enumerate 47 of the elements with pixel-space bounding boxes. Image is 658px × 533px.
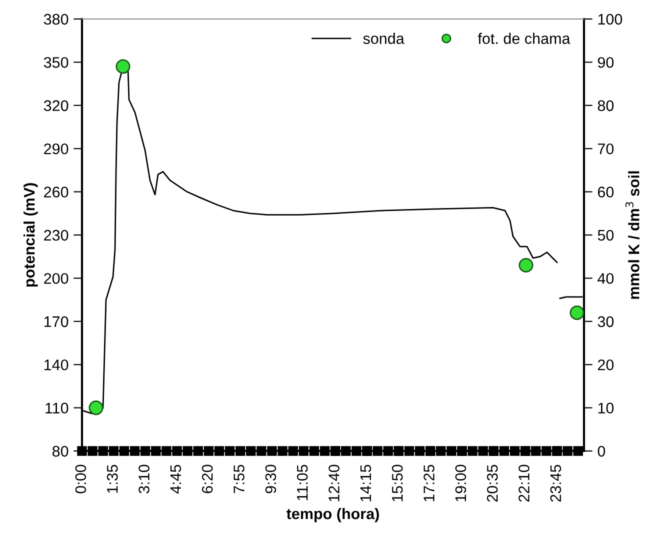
- legend-label: sonda: [363, 32, 404, 44]
- y2-tick-label: 100: [598, 14, 622, 25]
- y-tick-label: 200: [44, 273, 68, 284]
- y2-tick-label: 0: [598, 446, 606, 457]
- point: [88, 400, 104, 416]
- y-axis-title: potencial (mV): [24, 183, 38, 287]
- y2-tick-label: 10: [598, 402, 614, 414]
- y-tick-label: 350: [44, 57, 68, 68]
- legend-label: fot. de chama: [478, 32, 570, 44]
- x-tick-label: 17:25: [424, 464, 434, 502]
- y-tick-label: 260: [44, 186, 68, 198]
- y2-tick-label: 20: [598, 359, 614, 370]
- y-tick-label: 170: [44, 316, 68, 328]
- x-tick-label: 12:40: [328, 464, 340, 502]
- x-tick-label: 1:35: [106, 464, 118, 493]
- y2-tick-label: 50: [598, 230, 614, 241]
- y-tick-label: 380: [44, 14, 68, 25]
- y2-tick-label: 70: [598, 143, 614, 154]
- y-tick-label: 320: [44, 100, 68, 112]
- point: [518, 258, 534, 273]
- y-tick-label: 230: [44, 230, 68, 241]
- point: [570, 305, 584, 320]
- y2-tick-label: 30: [598, 316, 614, 328]
- x-tick-label: 22:10: [518, 464, 530, 502]
- y2-axis-title: mmol K / dm$^{3}$ soil: [625, 171, 640, 299]
- x-tick-label: 6:20: [202, 464, 213, 494]
- y-tick-label: 140: [44, 359, 68, 370]
- x-tick-label: 23:45: [550, 464, 562, 502]
- x-tick-label: 7:55: [234, 464, 244, 494]
- x-tick-label: 15:50: [392, 464, 403, 502]
- x-axis-title: tempo (hora): [286, 508, 379, 522]
- x-tick-label: 9:30: [265, 464, 276, 494]
- point: [116, 59, 130, 74]
- y-tick-label: 110: [46, 402, 68, 414]
- y-tick-label: 290: [44, 143, 68, 154]
- x-tick-label: 0:00: [75, 464, 86, 494]
- x-tick-label: 4:45: [170, 464, 182, 494]
- y-tick-label: 80: [52, 446, 68, 457]
- x-tick-label: 20:35: [486, 464, 498, 502]
- y2-tick-label: 40: [598, 273, 614, 284]
- x-tick-label: 3:10: [138, 464, 150, 494]
- y2-tick-label: 90: [598, 57, 614, 68]
- x-tick-label: 11:05: [296, 464, 308, 500]
- y2-tick-label: 60: [598, 186, 614, 198]
- x-tick-label: 14:15: [360, 464, 372, 502]
- x-tick-label: 19:00: [455, 464, 466, 502]
- y2-tick-label: 80: [598, 100, 614, 112]
